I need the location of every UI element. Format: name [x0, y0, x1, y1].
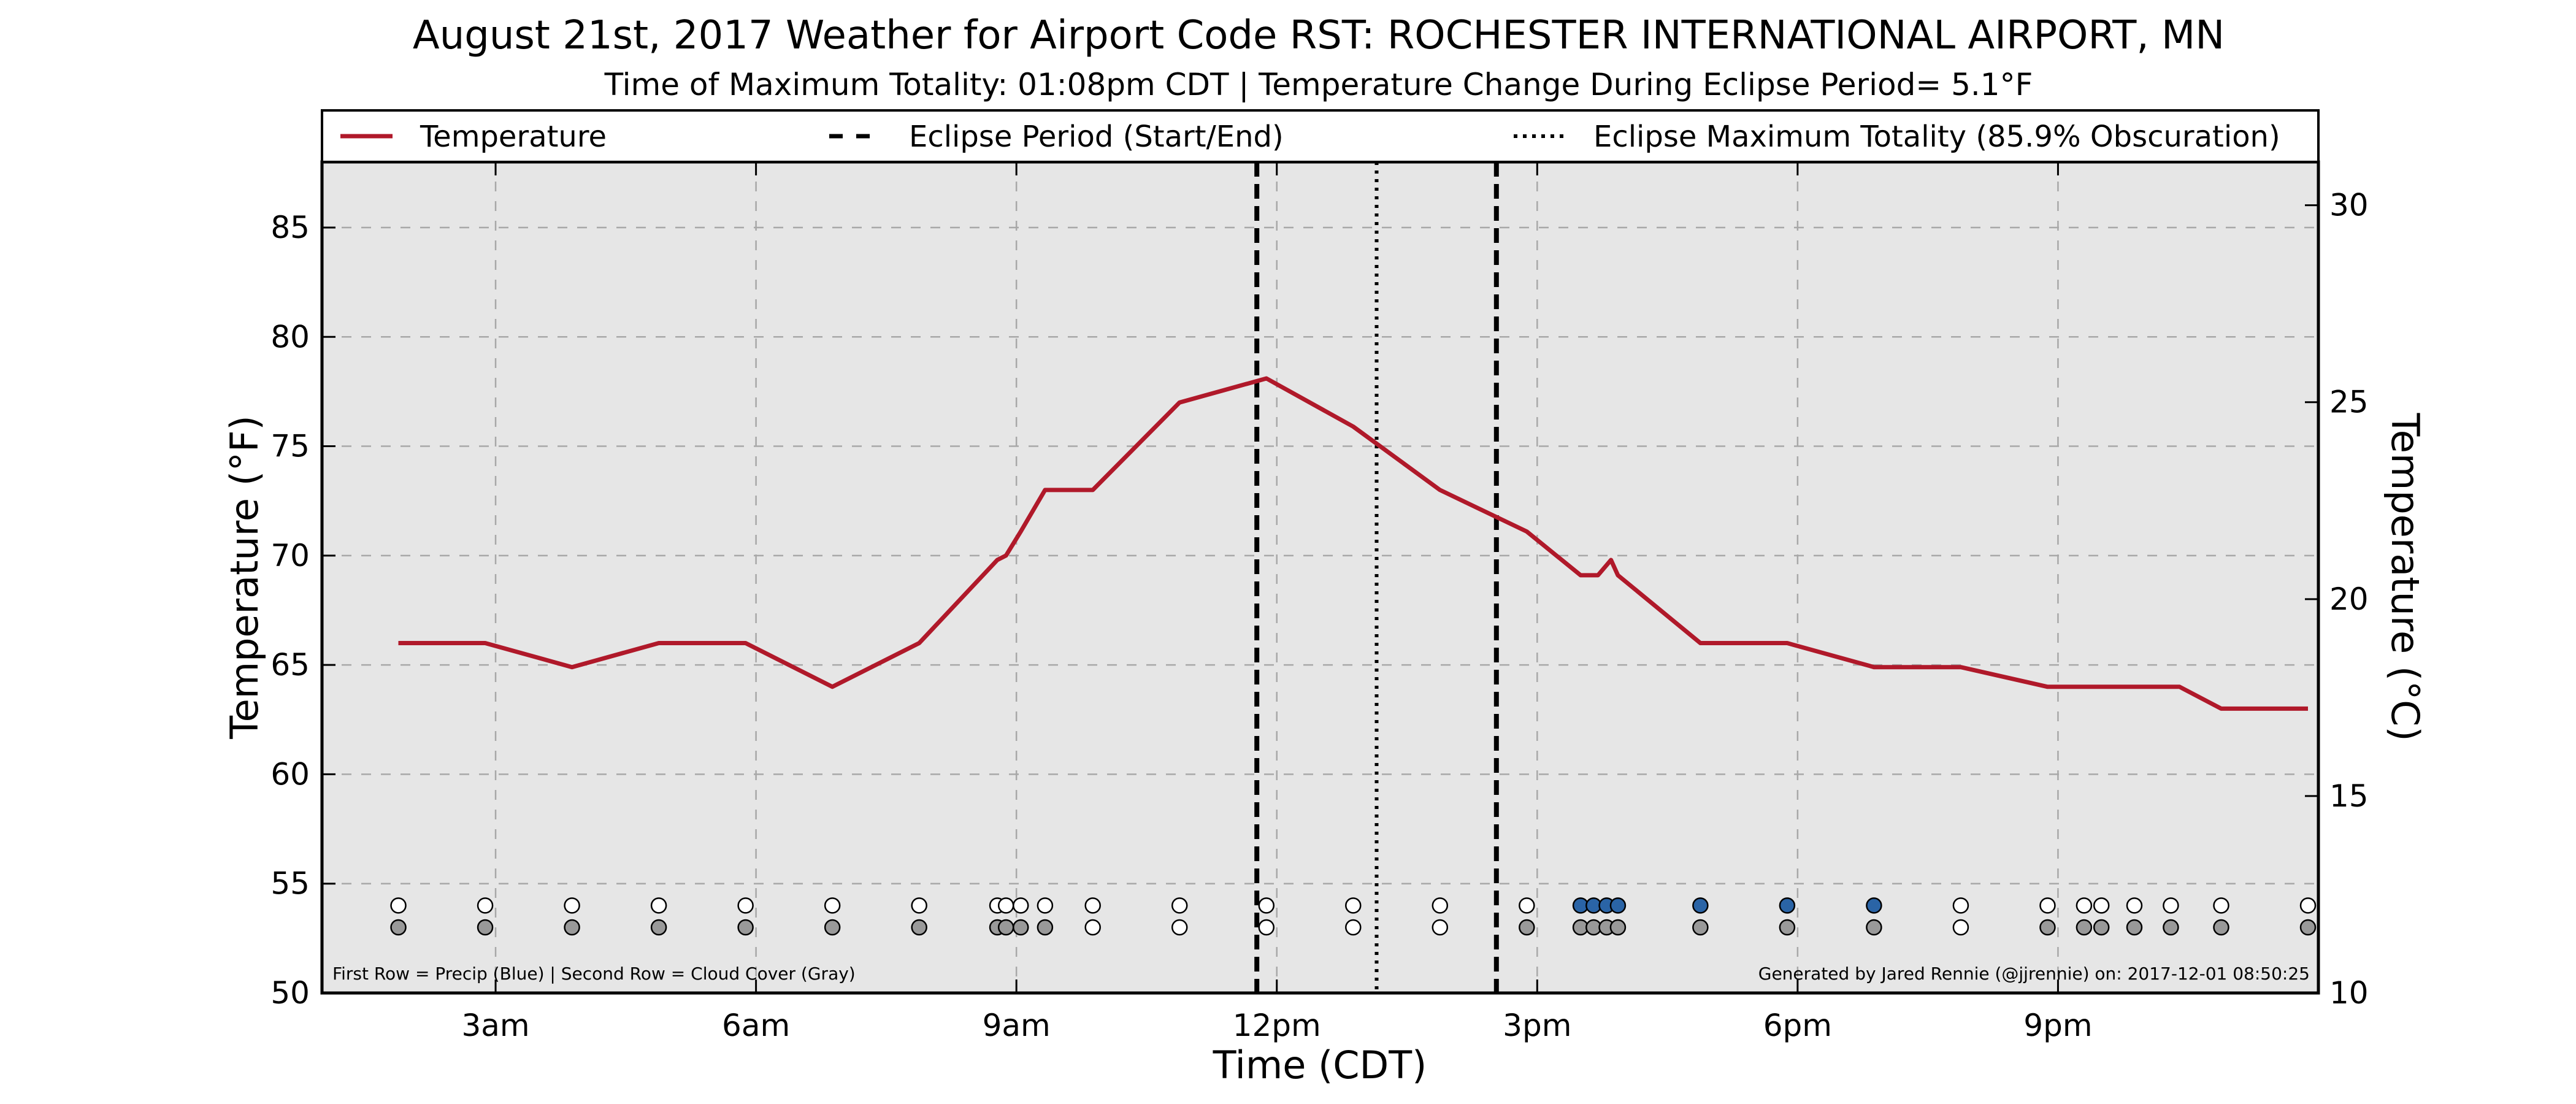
eclipse-lines	[1254, 162, 1499, 993]
cloud-cover-marker	[1692, 919, 1709, 936]
cloud-cover-marker	[2163, 919, 2179, 936]
cloud-cover-marker	[2213, 919, 2229, 936]
precip-marker	[1084, 897, 1101, 914]
y-tick-label-right: 25	[2329, 385, 2369, 420]
x-tick-label: 9pm	[2023, 1008, 2092, 1043]
precip-marker	[2126, 897, 2143, 914]
cloud-cover-marker	[1952, 919, 1969, 936]
cloud-cover-marker	[1084, 919, 1101, 936]
cloud-cover-marker	[1432, 919, 1449, 936]
y-tick-label-right: 10	[2329, 975, 2369, 1011]
cloud-cover-marker	[2093, 919, 2110, 936]
chart-title: August 21st, 2017 Weather for Airport Co…	[413, 13, 2225, 58]
cloud-cover-marker	[824, 919, 841, 936]
precip-marker	[911, 897, 927, 914]
y-tick-label-left: 85	[270, 210, 310, 245]
y-tick-label-left: 65	[270, 647, 310, 683]
cloud-cover-marker	[1519, 919, 1535, 936]
y-tick-label-left: 80	[270, 319, 310, 355]
x-tick-label: 3am	[461, 1008, 529, 1043]
precip-marker	[2213, 897, 2229, 914]
cloud-cover-marker	[2039, 919, 2056, 936]
cloud-cover-marker	[2126, 919, 2143, 936]
temperature-series	[398, 376, 2308, 711]
cloud-cover-marker	[1609, 919, 1627, 936]
precip-marker	[2299, 897, 2317, 914]
grid-lines	[322, 162, 2318, 993]
precip-marker	[824, 897, 841, 914]
precip-marker	[1345, 897, 1362, 914]
cloud-cover-marker	[737, 919, 754, 936]
annotation-right: Generated by Jared Rennie (@jjrennie) on…	[1758, 964, 2310, 984]
y-axis-label-right: Temperature (°C)	[2383, 412, 2428, 741]
cloud-cover-marker	[1258, 919, 1275, 936]
x-tick-label: 6am	[722, 1008, 790, 1043]
cloud-cover-marker	[1866, 919, 1882, 936]
plot-area	[322, 162, 2318, 993]
cloud-cover-marker	[2076, 919, 2093, 936]
x-tick-label: 6pm	[1763, 1008, 1832, 1043]
legend: Temperature Eclipse Period (Start/End) E…	[321, 109, 2320, 163]
legend-box	[321, 109, 2320, 163]
y-tick-label-right: 30	[2329, 188, 2369, 223]
precip-marker	[1779, 897, 1796, 914]
legend-eclipse-period-label: Eclipse Period (Start/End)	[909, 120, 1284, 154]
precip-marker	[2093, 897, 2110, 914]
y-tick-label-right: 15	[2329, 778, 2369, 814]
cloud-cover-marker	[390, 919, 407, 936]
x-tick-label: 12pm	[1233, 1008, 1321, 1043]
cloud-cover-marker	[2299, 919, 2317, 936]
precip-marker	[650, 897, 667, 914]
precip-marker	[1519, 897, 1535, 914]
precip-marker	[997, 897, 1014, 914]
x-tick-label: 9am	[983, 1008, 1051, 1043]
precip-marker	[2163, 897, 2179, 914]
legend-eclipse-max-label: Eclipse Maximum Totality (85.9% Obscurat…	[1593, 120, 2280, 154]
axis-ticks: 3am 6am 9am 12pm 3pm 6pm 9pm 50 55 60 65 70 75 80 85 10…	[270, 162, 2369, 1043]
precip-marker	[477, 897, 494, 914]
cloud-cover-marker	[1345, 919, 1362, 936]
y-tick-label-left: 55	[270, 866, 310, 902]
precip-marker	[2076, 897, 2093, 914]
y-tick-label-left: 50	[270, 975, 310, 1011]
y-axis-label-left: Temperature (°F)	[222, 415, 267, 739]
x-axis-label: Time (CDT)	[1213, 1043, 1427, 1087]
x-tick-label: 3pm	[1503, 1008, 1571, 1043]
precip-marker	[2039, 897, 2056, 914]
precip-marker	[564, 897, 580, 914]
y-tick-label-right: 20	[2329, 581, 2369, 617]
cloud-cover-marker	[911, 919, 927, 936]
cloud-cover-marker	[650, 919, 667, 936]
cloud-cover-marker	[1013, 919, 1029, 936]
y-tick-label-left: 60	[270, 756, 310, 792]
legend-temperature-label: Temperature	[420, 120, 607, 154]
y-tick-label-left: 75	[270, 429, 310, 464]
cloud-cover-marker	[1037, 919, 1054, 936]
precip-marker	[1013, 897, 1029, 914]
precip-marker	[1258, 897, 1275, 914]
temperature-line	[398, 376, 2308, 711]
precip-marker	[390, 897, 407, 914]
chart-subtitle: Time of Maximum Totality: 01:08pm CDT | …	[604, 67, 2033, 102]
precip-marker	[1037, 897, 1054, 914]
cloud-cover-marker	[477, 919, 494, 936]
weather-markers	[390, 897, 2317, 936]
annotation-left: First Row = Precip (Blue) | Second Row =…	[332, 964, 856, 984]
y-tick-label-left: 70	[270, 538, 310, 573]
precip-marker	[737, 897, 754, 914]
precip-marker	[1609, 897, 1627, 914]
precip-marker	[1866, 897, 1882, 914]
cloud-cover-marker	[1779, 919, 1796, 936]
precip-marker	[1692, 897, 1709, 914]
cloud-cover-marker	[997, 919, 1014, 936]
precip-marker	[1952, 897, 1969, 914]
cloud-cover-marker	[564, 919, 580, 936]
cloud-cover-marker	[1171, 919, 1188, 936]
precip-marker	[1171, 897, 1188, 914]
precip-marker	[1432, 897, 1449, 914]
